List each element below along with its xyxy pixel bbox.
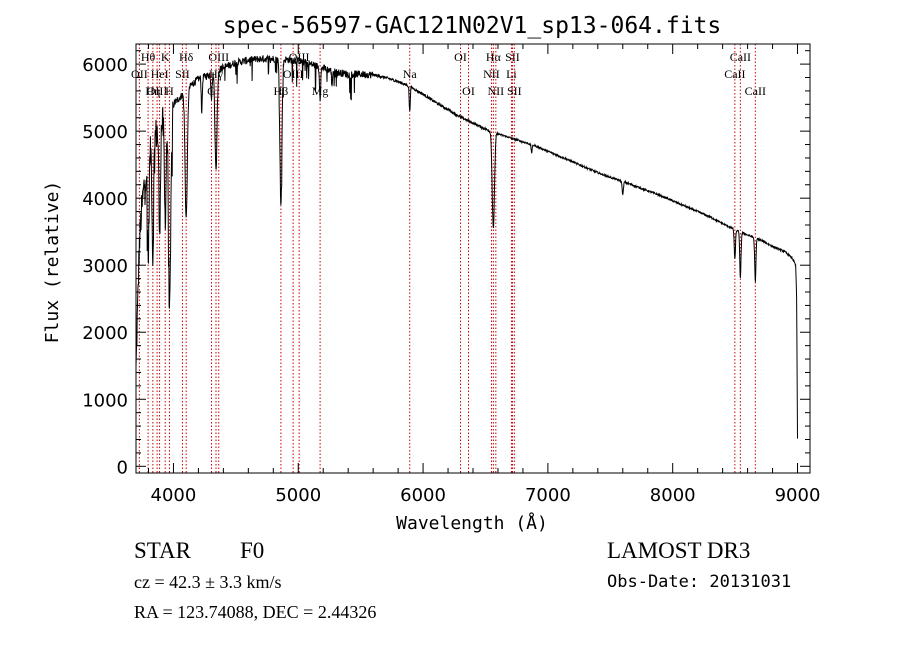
marker-label: H	[165, 84, 174, 98]
marker-label: CaII	[745, 84, 766, 98]
marker-label: OIII	[283, 67, 304, 81]
y-axis-label: Flux (relative)	[42, 181, 63, 344]
x-tick-label: 8000	[650, 485, 696, 506]
x-tick-label: 9000	[775, 485, 821, 506]
survey-name: LAMOST DR3	[607, 538, 751, 563]
marker-label: SII	[175, 67, 190, 81]
marker-label: NII	[488, 84, 505, 98]
marker-label: Hη	[145, 84, 160, 98]
marker-label: SII	[507, 84, 522, 98]
obs-date: Obs-Date: 20131031	[607, 572, 792, 592]
marker-label: Hδ	[179, 50, 194, 64]
plot-frame	[135, 43, 811, 474]
coordinates-text: RA = 123.74088, DEC = 2.44326	[134, 602, 377, 622]
x-tick-label: 4000	[151, 485, 197, 506]
axis-ticks	[136, 44, 810, 473]
marker-label: CaII	[724, 67, 745, 81]
marker-label: NII	[483, 67, 500, 81]
marker-label: Hβ	[274, 84, 289, 98]
x-tick-labels: 4000 5000 6000 7000 8000 9000	[151, 485, 821, 506]
y-tick-label: 1000	[82, 390, 128, 411]
marker-label: OI	[462, 84, 475, 98]
marker-label: CaII	[730, 50, 751, 64]
x-axis-label: Wavelength (Å)	[396, 512, 548, 534]
marker-label: OIII	[208, 50, 229, 64]
marker-label: SII	[505, 50, 520, 64]
y-tick-label: 0	[117, 457, 128, 478]
y-tick-label: 6000	[82, 55, 128, 76]
object-subclass: F0	[240, 538, 265, 563]
y-tick-labels: 0 1000 2000 3000 4000 5000 6000	[82, 55, 128, 478]
marker-label: Hα	[486, 50, 502, 64]
spectrum-line	[135, 54, 798, 439]
marker-label: Li	[506, 67, 517, 81]
object-class: STAR	[134, 538, 191, 563]
y-tick-label: 4000	[82, 189, 128, 210]
y-tick-label: 5000	[82, 122, 128, 143]
marker-label: Na	[403, 67, 418, 81]
y-tick-label: 3000	[82, 256, 128, 277]
marker-label: OI	[454, 50, 467, 64]
x-tick-label: 7000	[525, 485, 571, 506]
x-tick-label: 5000	[275, 485, 321, 506]
y-tick-label: 2000	[82, 323, 128, 344]
marker-label: K	[161, 50, 170, 64]
chart-title: spec-56597-GAC121N02V1_sp13-064.fits	[223, 13, 722, 39]
marker-label: OII	[131, 67, 148, 81]
marker-label: Hθ	[141, 50, 156, 64]
redshift-text: cz = 42.3 ± 3.3 km/s	[134, 572, 282, 592]
x-tick-label: 6000	[400, 485, 446, 506]
marker-label: OIII	[147, 84, 168, 98]
marker-label: HeI	[151, 67, 169, 81]
